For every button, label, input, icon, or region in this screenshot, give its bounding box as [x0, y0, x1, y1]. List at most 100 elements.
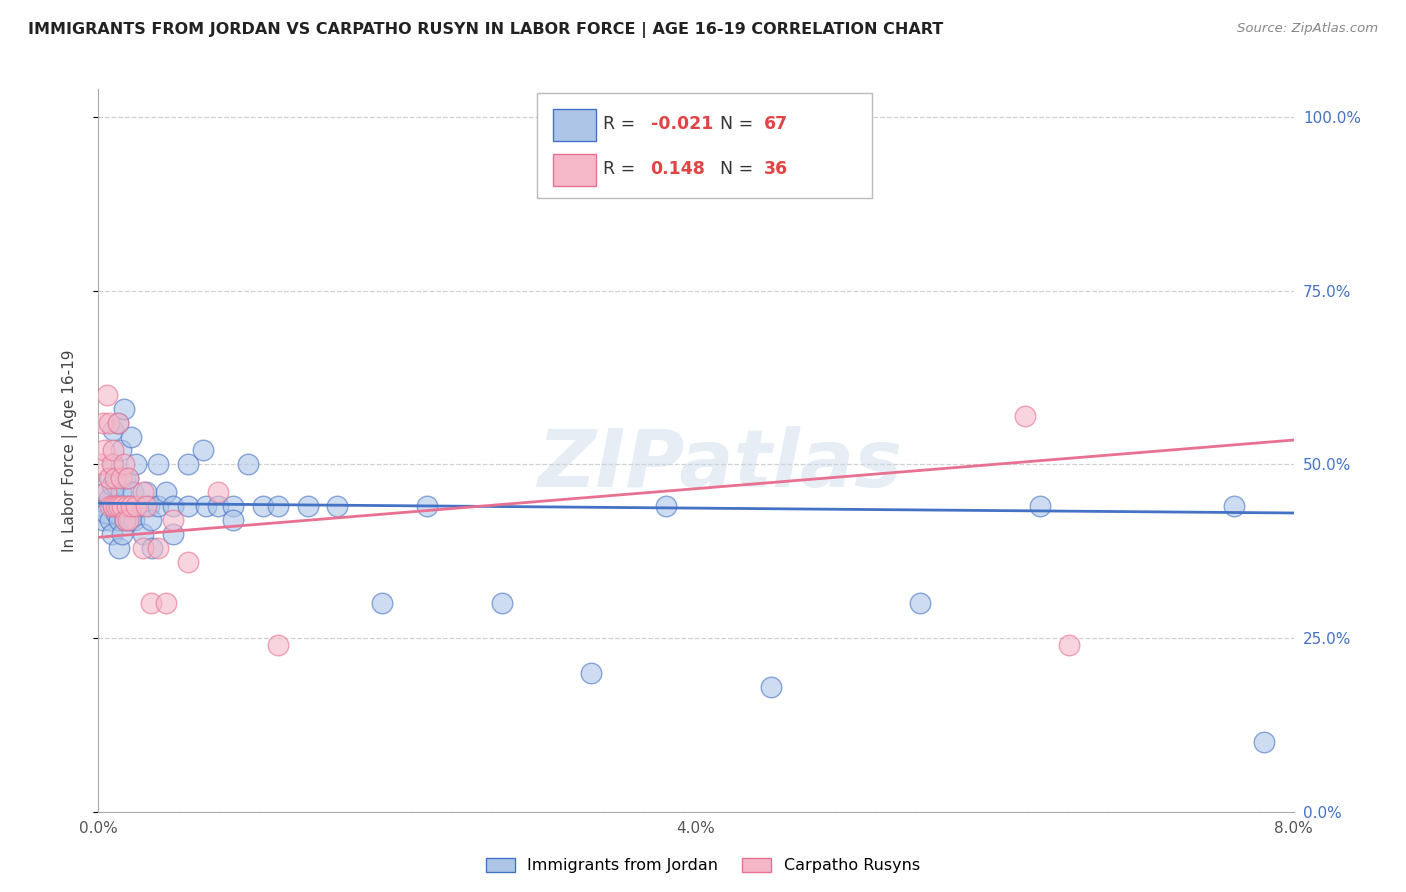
Point	[93, 443, 115, 458]
Point	[105, 478, 128, 492]
Point	[117, 471, 139, 485]
Point	[98, 471, 122, 485]
Text: R =: R =	[603, 160, 645, 178]
Point	[97, 471, 120, 485]
Point	[155, 596, 177, 610]
Point	[162, 526, 184, 541]
Point	[326, 499, 349, 513]
Point	[191, 443, 214, 458]
Point	[105, 506, 128, 520]
Point	[120, 499, 142, 513]
Point	[141, 541, 163, 555]
Point	[107, 499, 129, 513]
Point	[101, 478, 124, 492]
Point	[112, 458, 135, 472]
Point	[111, 499, 134, 513]
Point	[103, 499, 125, 513]
Text: 36: 36	[763, 160, 789, 178]
Point	[1028, 499, 1050, 513]
Point	[110, 443, 132, 458]
Point	[1253, 735, 1275, 749]
FancyBboxPatch shape	[537, 93, 872, 198]
Point	[177, 458, 200, 472]
Text: N =: N =	[720, 115, 759, 133]
Point	[125, 458, 148, 472]
Y-axis label: In Labor Force | Age 16-19: In Labor Force | Age 16-19	[62, 349, 77, 552]
Point	[117, 513, 139, 527]
Point	[297, 499, 319, 513]
Point	[117, 471, 139, 485]
FancyBboxPatch shape	[553, 110, 596, 141]
Point	[111, 499, 134, 513]
Point	[148, 541, 170, 555]
Point	[103, 443, 125, 458]
Point	[120, 429, 142, 443]
Point	[114, 513, 136, 527]
Point	[90, 458, 112, 472]
Text: 0.148: 0.148	[651, 160, 706, 178]
Point	[110, 485, 132, 500]
Point	[96, 388, 118, 402]
Point	[103, 423, 125, 437]
Legend: Immigrants from Jordan, Carpatho Rusyns: Immigrants from Jordan, Carpatho Rusyns	[479, 851, 927, 880]
Point	[108, 499, 131, 513]
Text: N =: N =	[720, 160, 759, 178]
Point	[371, 596, 394, 610]
Point	[98, 513, 122, 527]
Point	[207, 499, 229, 513]
Point	[98, 499, 122, 513]
Point	[112, 499, 135, 513]
Point	[267, 638, 290, 652]
Point	[94, 485, 117, 500]
Text: ZIPatlas: ZIPatlas	[537, 425, 903, 504]
Point	[138, 499, 160, 513]
Point	[105, 499, 128, 513]
Point	[581, 665, 603, 680]
Point	[125, 499, 148, 513]
Point	[195, 499, 218, 513]
Point	[114, 471, 136, 485]
Point	[132, 541, 155, 555]
Point	[267, 499, 290, 513]
Point	[139, 513, 162, 527]
Point	[177, 499, 200, 513]
Point	[114, 513, 136, 527]
Point	[1059, 638, 1081, 652]
Point	[252, 499, 274, 513]
Point	[111, 526, 134, 541]
Point	[91, 513, 114, 527]
Point	[1223, 499, 1246, 513]
FancyBboxPatch shape	[553, 154, 596, 186]
Point	[491, 596, 513, 610]
Point	[162, 513, 184, 527]
Text: R =: R =	[603, 115, 641, 133]
Text: -0.021: -0.021	[651, 115, 713, 133]
Point	[148, 458, 170, 472]
Point	[222, 513, 245, 527]
Point	[121, 485, 143, 500]
Point	[107, 416, 129, 430]
Point	[108, 541, 131, 555]
Point	[97, 492, 120, 507]
Point	[132, 526, 155, 541]
Point	[94, 485, 117, 500]
Point	[97, 416, 120, 430]
Point	[120, 499, 142, 513]
Point	[101, 526, 124, 541]
Point	[117, 499, 139, 513]
Text: IMMIGRANTS FROM JORDAN VS CARPATHO RUSYN IN LABOR FORCE | AGE 16-19 CORRELATION : IMMIGRANTS FROM JORDAN VS CARPATHO RUSYN…	[28, 22, 943, 38]
Point	[103, 499, 125, 513]
Point	[118, 513, 141, 527]
Point	[132, 499, 155, 513]
Point	[148, 499, 170, 513]
Point	[132, 485, 155, 500]
Point	[94, 506, 117, 520]
Point	[155, 485, 177, 500]
Point	[101, 458, 124, 472]
Point	[759, 680, 782, 694]
Point	[139, 596, 162, 610]
Text: Source: ZipAtlas.com: Source: ZipAtlas.com	[1237, 22, 1378, 36]
Point	[416, 499, 439, 513]
Point	[135, 499, 157, 513]
Point	[222, 499, 245, 513]
